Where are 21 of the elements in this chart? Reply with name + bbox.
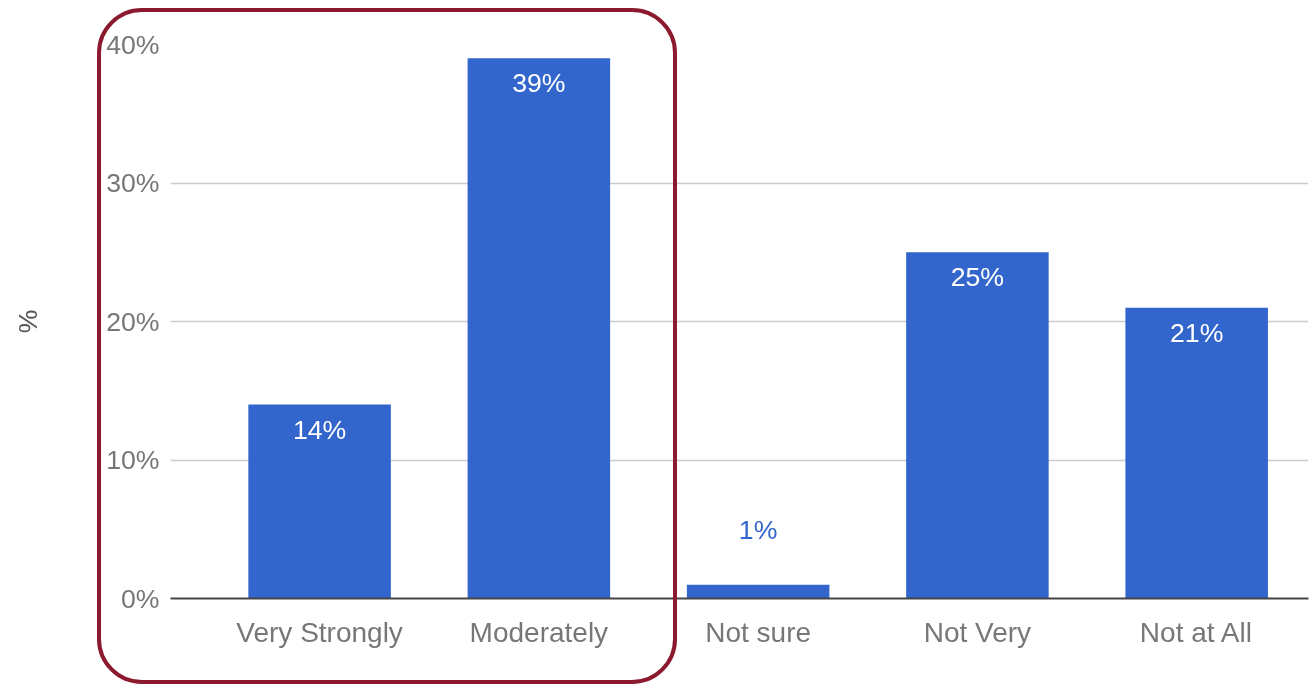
x-tick-label: Moderately [469, 616, 609, 648]
data-label: 14% [292, 414, 347, 445]
data-label: 1% [738, 514, 778, 545]
bar [467, 58, 611, 599]
x-tick-label: Not sure [705, 616, 812, 648]
y-axis-title: % [13, 309, 44, 334]
y-tick-label: 20% [106, 306, 160, 337]
bar [248, 404, 391, 599]
y-tick-label: 30% [106, 168, 160, 198]
data-label: 39% [512, 68, 566, 99]
x-tick-label: Not Very [923, 616, 1032, 648]
data-label: 25% [950, 262, 1005, 293]
x-tick-label: Not at All [1139, 616, 1252, 648]
y-tick-label: 10% [106, 445, 160, 475]
bar [906, 252, 1049, 599]
bar [1125, 307, 1268, 599]
y-tick-label: 40% [106, 29, 160, 60]
x-tick-label: Very Strongly [236, 616, 403, 648]
bar [686, 584, 830, 599]
data-label: 21% [1170, 317, 1224, 348]
y-tick-label: 0% [120, 583, 160, 614]
